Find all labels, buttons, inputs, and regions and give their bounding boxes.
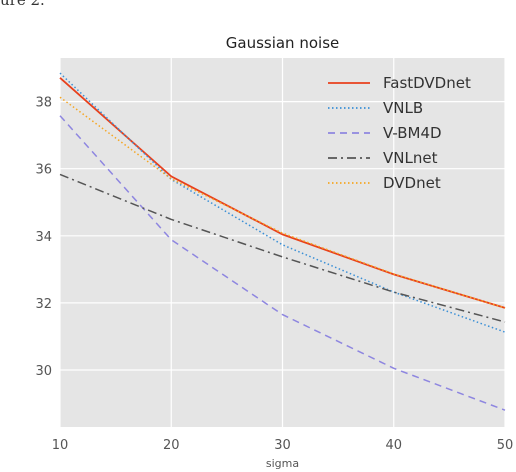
legend-label: VNLnet: [383, 149, 438, 167]
legend-label: FastDVDnet: [383, 74, 471, 92]
y-tick-label: 36: [35, 163, 52, 178]
x-tick-label: 50: [497, 438, 514, 453]
legend-label: VNLB: [383, 99, 423, 117]
x-tick-label: 30: [274, 438, 291, 453]
x-axis-label: sigma: [266, 457, 299, 470]
y-tick-label: 30: [35, 364, 52, 379]
y-tick-label: 34: [35, 230, 52, 245]
y-tick-label: 32: [35, 297, 52, 312]
legend-label: DVDnet: [383, 174, 441, 192]
chart-title: Gaussian noise: [226, 34, 339, 52]
x-tick-label: 20: [163, 438, 180, 453]
x-tick-label: 40: [385, 438, 402, 453]
legend-label: V-BM4D: [383, 124, 442, 142]
x-tick-label: 10: [52, 438, 69, 453]
y-tick-label: 38: [35, 96, 52, 111]
